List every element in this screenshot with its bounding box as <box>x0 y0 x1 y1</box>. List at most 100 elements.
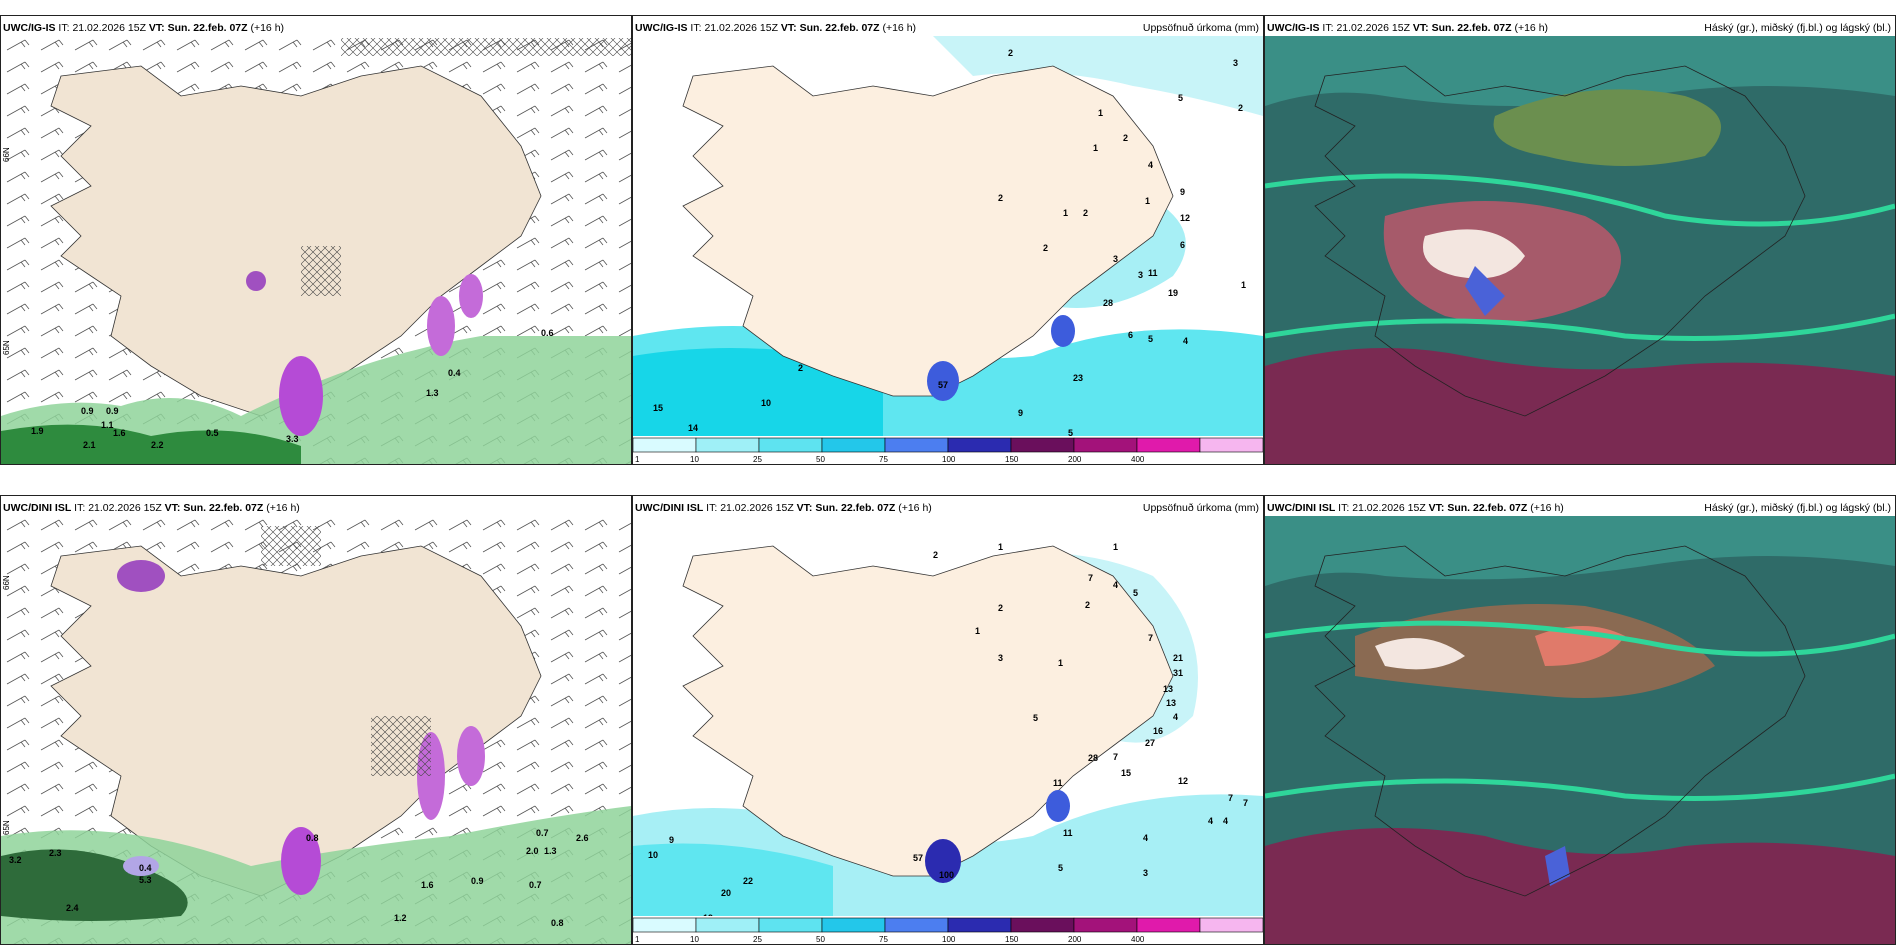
value-label: 1 <box>1063 208 1068 218</box>
precip-heavy <box>1 424 301 464</box>
value-label: 1.3 <box>426 388 439 398</box>
legend-tick-label: 200 <box>1068 935 1082 944</box>
value-label: 5 <box>1178 93 1183 103</box>
value-label: 1.6 <box>113 428 126 438</box>
precip-map: 2 3 5 2 1 1 2 2 4 2 1 2 1 3 9 12 6 11 19… <box>633 36 1263 436</box>
value-label: 0.9 <box>106 406 119 416</box>
legend-swatch <box>821 917 886 933</box>
legend-tick-label: 100 <box>942 455 956 464</box>
model-name: UWC/DINI ISL <box>3 502 72 514</box>
snow-area <box>281 827 321 895</box>
value-label: 4 <box>1183 336 1188 346</box>
cloud-contour <box>1265 173 1895 227</box>
value-label: 10 <box>761 398 771 408</box>
value-label: 2 <box>1123 133 1128 143</box>
lat-label: 66N <box>2 575 11 590</box>
value-label: 15 <box>653 403 663 413</box>
value-label: 1 <box>1098 108 1103 118</box>
legend-tick-label: 50 <box>816 935 825 944</box>
legend-swatch <box>947 917 1012 933</box>
legend-tick-label: 400 <box>1131 935 1145 944</box>
value-label: 4 <box>1113 580 1118 590</box>
value-label: 21 <box>1173 653 1183 663</box>
init-time: 21.02.2026 15Z <box>1336 22 1410 34</box>
model-name: UWC/IG-IS <box>1267 22 1320 34</box>
value-label: 9 <box>669 835 674 845</box>
precip-title: Uppsöfnuð úrkoma (mm) <box>1142 22 1259 34</box>
value-label: 2 <box>1085 600 1090 610</box>
lead-time: (+16 h) <box>1514 22 1549 34</box>
legend-swatch <box>1199 917 1263 933</box>
legend-tick-label: 1 <box>635 935 640 944</box>
cloud-layer <box>1493 89 1721 166</box>
wind-map: 66N 65N 0.7 3.2 2.3 0.4 5.3 2.4 1.6 1.2 … <box>1 516 631 944</box>
value-label: 5.3 <box>139 875 152 885</box>
precip-legend: 1 10 25 50 75 100 150 200 400 <box>633 436 1263 464</box>
vt-label: VT: <box>1412 22 1429 34</box>
precip-map: 2 1 1 7 4 5 2 2 1 3 1 5 7 21 31 13 13 4 … <box>633 516 1263 916</box>
panel-header: UWC/IG-IS IT: 21.02.2026 15Z VT: Sun. 22… <box>635 22 1259 36</box>
hatched-area <box>371 716 431 776</box>
value-label: 2 <box>933 550 938 560</box>
legend-tick-label: 200 <box>1068 455 1082 464</box>
value-label: 12 <box>1178 776 1188 786</box>
value-label: 2.4 <box>66 903 79 913</box>
value-label: 5 <box>1133 588 1138 598</box>
init-time: 21.02.2026 15Z <box>88 502 162 514</box>
value-label: 4 <box>1208 816 1213 826</box>
value-label: 0.9 <box>471 876 484 886</box>
init-time: 21.02.2026 15Z <box>720 502 794 514</box>
cloud-layer <box>1375 638 1465 670</box>
precip-max <box>1046 790 1070 822</box>
value-label: 7 <box>1228 793 1233 803</box>
value-label: 4 <box>1148 160 1153 170</box>
legend-swatch <box>695 917 760 933</box>
snow-area <box>427 296 455 356</box>
model-name: UWC/DINI ISL <box>1267 502 1336 514</box>
legend-swatch <box>1010 437 1075 453</box>
value-label: 1 <box>1241 280 1246 290</box>
value-label: 0.8 <box>551 918 564 928</box>
value-label: 15 <box>1121 768 1131 778</box>
cloud-map <box>1265 36 1895 464</box>
model-name: UWC/DINI ISL <box>635 502 704 514</box>
lead-time: (+16 h) <box>266 502 300 514</box>
precip-shading <box>933 36 1263 116</box>
snow-area <box>457 726 485 786</box>
cloud-panel-igis: UWC/IG-IS IT: 21.02.2026 15Z VT: Sun. 22… <box>1264 15 1896 465</box>
cloud-layer <box>1265 516 1895 586</box>
snow-area <box>459 274 483 318</box>
value-label: 11 <box>1148 268 1158 278</box>
legend-tick-label: 10 <box>690 455 699 464</box>
legend-swatch <box>947 437 1012 453</box>
value-label: 11 <box>1053 778 1063 788</box>
lead-time: (+16 h) <box>882 22 917 34</box>
it-label: IT: <box>74 502 86 514</box>
init-time: 21.02.2026 15Z <box>72 22 146 34</box>
legend-bar: 1 10 25 50 75 100 150 200 400 <box>633 917 1263 944</box>
value-label: 0.5 <box>206 428 219 438</box>
value-label: 2.0 <box>526 846 539 856</box>
wind-precip-panel-dini: UWC/DINI ISL IT: 21.02.2026 15Z VT: Sun.… <box>0 495 632 945</box>
value-label: 1 <box>1113 542 1118 552</box>
lat-label: 66N <box>2 147 11 162</box>
value-label: 16 <box>1153 726 1163 736</box>
cloud-title: Háský (gr.), miðský (fj.bl.) og lágský (… <box>1704 502 1891 514</box>
legend-tick-label: 25 <box>753 455 762 464</box>
value-label: 0.6 <box>541 328 554 338</box>
value-label: 3 <box>1233 58 1238 68</box>
hatched-area <box>261 526 321 566</box>
value-label: 22 <box>743 876 753 886</box>
value-label: 0.8 <box>306 833 319 843</box>
value-label: 28 <box>1088 753 1098 763</box>
value-label: 3 <box>1143 868 1148 878</box>
value-label: 0.9 <box>81 406 94 416</box>
value-label: 5 <box>1058 863 1063 873</box>
panel-header: UWC/DINI ISL IT: 21.02.2026 15Z VT: Sun.… <box>635 502 1259 516</box>
value-label: 5 <box>1068 428 1073 436</box>
value-label: 0.4 <box>139 863 152 873</box>
cloud-layer <box>1265 348 1895 464</box>
value-label: 2 <box>998 193 1003 203</box>
value-label: 3 <box>998 653 1003 663</box>
hatched-area <box>341 38 631 56</box>
